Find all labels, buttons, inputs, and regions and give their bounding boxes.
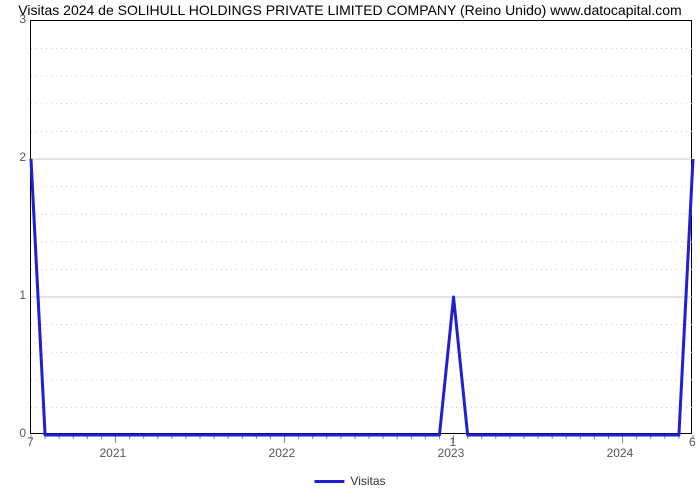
x-year-label: 2022	[269, 446, 296, 460]
legend-swatch	[314, 480, 344, 483]
plot-svg	[31, 21, 693, 435]
x-below-label: 6	[689, 435, 696, 449]
legend: Visitas	[314, 474, 385, 488]
y-tick-label: 2	[8, 150, 26, 164]
x-below-label: 1	[450, 435, 457, 449]
y-tick-label: 1	[8, 288, 26, 302]
plot-area	[30, 20, 692, 434]
chart-container: Visitas 2024 de SOLIHULL HOLDINGS PRIVAT…	[0, 0, 700, 500]
x-below-label: 7	[27, 435, 34, 449]
y-tick-label: 0	[8, 426, 26, 440]
x-year-label: 2024	[607, 446, 634, 460]
y-tick-label: 3	[8, 12, 26, 26]
x-year-label: 2021	[100, 446, 127, 460]
chart-title: Visitas 2024 de SOLIHULL HOLDINGS PRIVAT…	[0, 2, 700, 18]
legend-label: Visitas	[350, 474, 385, 488]
